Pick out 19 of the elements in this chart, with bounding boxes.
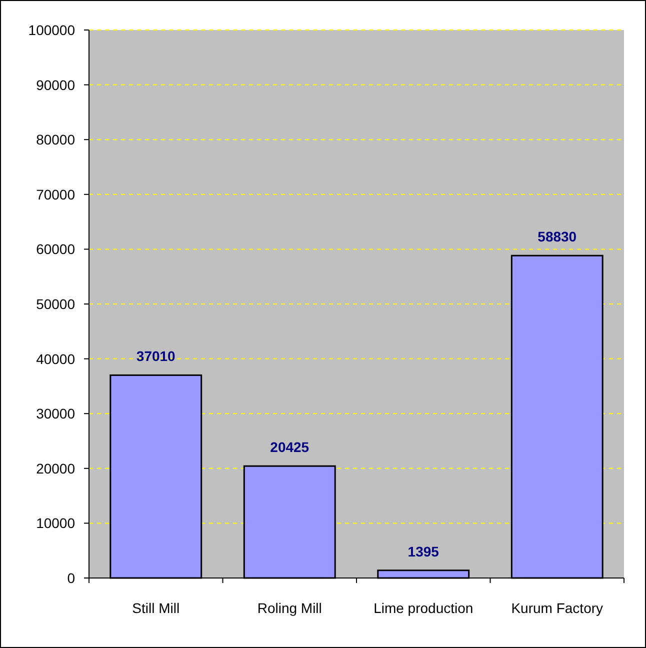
y-tick-label: 70000: [36, 186, 76, 202]
y-tick-label: 10000: [36, 515, 76, 532]
y-tick-label: 20000: [36, 460, 76, 476]
x-tick-label: Kurum Factory: [511, 600, 604, 616]
y-tick-label: 90000: [36, 76, 76, 93]
y-tick-label: 30000: [36, 406, 76, 422]
y-tick-label: 40000: [36, 350, 76, 367]
y-tick-label: 60000: [36, 241, 76, 258]
y-tick-label: 50000: [36, 296, 76, 312]
data-label: 20425: [270, 439, 310, 456]
y-tick-label: 80000: [36, 132, 76, 148]
data-label: 37010: [136, 348, 176, 364]
x-tick-label: Lime production: [374, 600, 474, 616]
y-tick-label: 100000: [28, 22, 76, 38]
x-tick-label: Roling Mill: [257, 600, 322, 616]
x-tick-label: Still Mill: [132, 600, 180, 616]
y-tick-label: 0: [67, 570, 76, 586]
data-label: 1395: [408, 543, 440, 560]
data-label: 58830: [538, 228, 577, 245]
